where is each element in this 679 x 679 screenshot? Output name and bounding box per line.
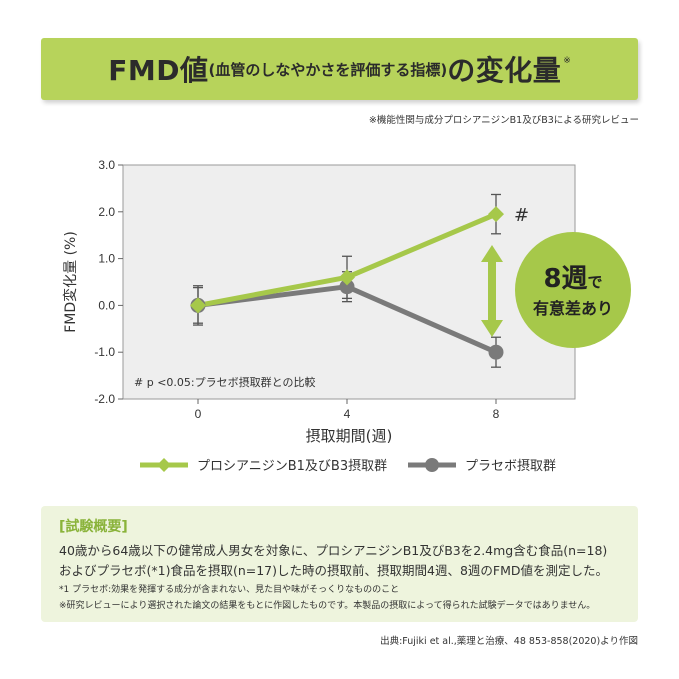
title-main: FMD値 xyxy=(108,54,209,87)
title-tail: の変化量 xyxy=(447,54,562,87)
y-tick-label: 3.0 xyxy=(98,158,115,172)
y-tick-label: -2.0 xyxy=(94,392,115,406)
summary-note-1: *1 プラセボ:効果を発揮する成分が含まれない、見た目や味がそっくりなもののこと xyxy=(59,585,400,595)
summary-line-2: およびプラセボ(*1)食品を摂取(n=17)した時の摂取前、摂取期間4週、8週の… xyxy=(59,563,609,578)
title-banner: FMD値 (血管のしなやかさを評価する指標) の変化量 ※ xyxy=(41,38,638,100)
legend-marker-procyanidin xyxy=(157,458,171,472)
callout-line-2: 有意差あり xyxy=(533,299,613,318)
x-tick-label: 0 xyxy=(195,407,202,421)
citation: 出典:Fujiki et al.,薬理と治療、48 853-858(2020)よ… xyxy=(380,636,638,647)
summary-note-2: ※研究レビューにより選択された論文の結果をもとに作図したものです。本製品の摂取に… xyxy=(59,601,596,611)
title-subtitle: (血管のしなやかさを評価する指標) xyxy=(208,60,448,79)
y-tick-label: 1.0 xyxy=(98,252,115,266)
data-point-procyanidin xyxy=(488,206,504,223)
callout-circle xyxy=(515,232,631,348)
callout-small: で xyxy=(588,273,603,291)
data-point-procyanidin xyxy=(190,297,206,314)
callout-big: 8週 xyxy=(543,264,587,294)
data-point-procyanidin xyxy=(339,269,355,286)
significance-mark: # xyxy=(514,205,529,226)
legend-marker-placebo xyxy=(425,458,439,472)
source-note: ※機能性関与成分プロシアニジンB1及びB3による研究レビュー xyxy=(368,115,639,126)
study-summary-box: [試験概要] 40歳から64歳以下の健常成人男女を対象に、プロシアニジンB1及び… xyxy=(41,506,638,622)
y-tick-label: 0.0 xyxy=(98,298,115,312)
y-axis-label: FMD変化量 (%) xyxy=(62,231,79,333)
summary-title: [試験概要] xyxy=(59,519,128,535)
callout-line-1: 8週で xyxy=(543,264,602,294)
y-tick-label: -1.0 xyxy=(94,345,115,359)
data-point-placebo xyxy=(488,344,504,360)
x-tick-label: 8 xyxy=(493,407,500,421)
y-tick-label: 2.0 xyxy=(98,205,115,219)
title-footnote-mark: ※ xyxy=(563,56,571,66)
summary-line-1: 40歳から64歳以下の健常成人男女を対象に、プロシアニジンB1及びB3を2.4m… xyxy=(59,543,608,558)
difference-arrow-head-up xyxy=(481,245,503,262)
legend-label-placebo: プラセボ摂取群 xyxy=(465,458,556,474)
x-tick-label: 4 xyxy=(344,407,351,421)
data-point-placebo xyxy=(339,279,355,295)
significance-note: # p <0.05:プラセボ摂取群との比較 xyxy=(134,375,316,389)
difference-arrow-head-down xyxy=(481,320,503,337)
x-axis-label: 摂取期間(週) xyxy=(306,427,393,445)
legend-label-procyanidin: プロシアニジンB1及びB3摂取群 xyxy=(197,458,387,474)
